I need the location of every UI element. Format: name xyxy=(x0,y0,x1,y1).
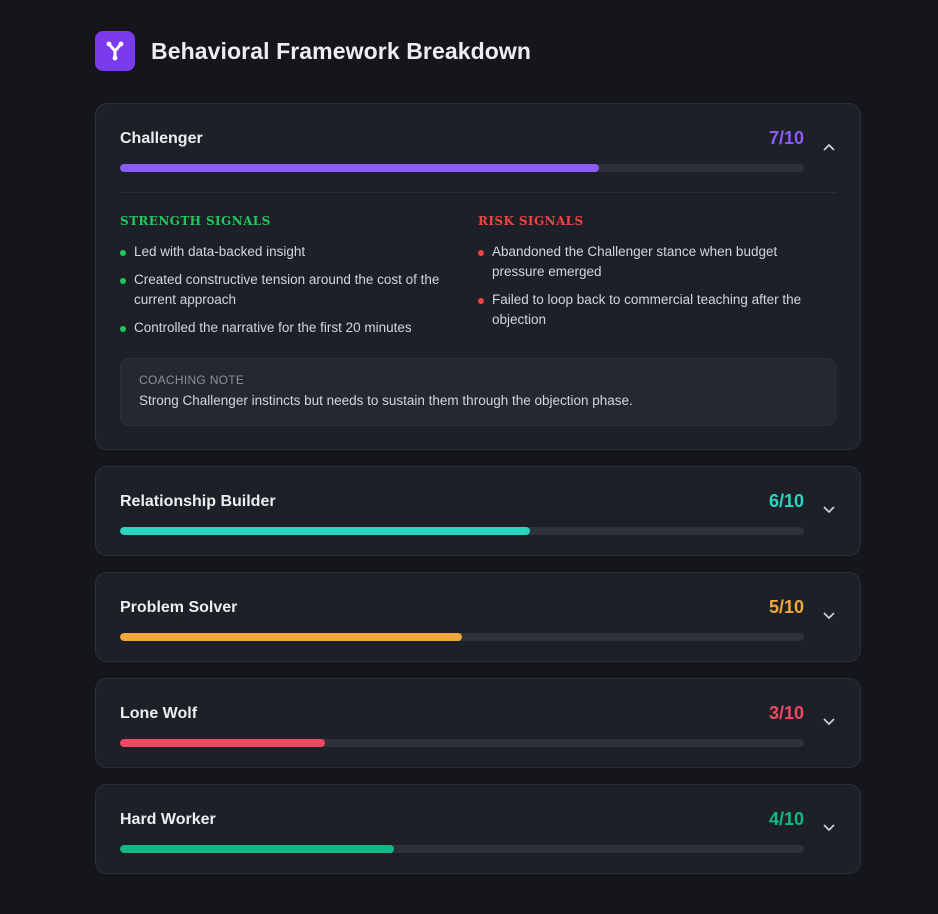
risk-item: Abandoned the Challenger stance when bud… xyxy=(478,242,836,282)
bullet-dot xyxy=(120,250,126,256)
framework-score: 6/10 xyxy=(768,491,804,511)
score-bar-track xyxy=(120,633,804,641)
divider xyxy=(120,192,836,193)
score-bar-fill xyxy=(120,739,326,747)
score-bar-track xyxy=(120,739,804,747)
bullet-dot xyxy=(120,278,126,284)
bullet-dot xyxy=(478,250,484,256)
strength-heading: STRENGTH SIGNALS xyxy=(120,214,271,228)
chevron-down-icon[interactable] xyxy=(822,503,836,517)
framework-name: Relationship Builder xyxy=(120,493,276,510)
strength-item: Controlled the narrative for the first 2… xyxy=(120,318,478,338)
strength-item: Created constructive tension around the … xyxy=(120,270,478,310)
risk-signals: RISK SIGNALS Abandoned the Challenger st… xyxy=(478,212,836,346)
coaching-note-text: Strong Challenger instincts but needs to… xyxy=(139,393,633,408)
framework-name: Problem Solver xyxy=(120,599,238,616)
strength-signals: STRENGTH SIGNALS Led with data-backed in… xyxy=(120,212,478,346)
framework-score: 5/10 xyxy=(768,597,804,617)
chevron-up-icon[interactable] xyxy=(822,140,836,154)
framework-header[interactable]: Hard Worker 4/10 xyxy=(120,785,836,873)
score-bar-track xyxy=(120,845,804,853)
score-bar-track xyxy=(120,164,804,172)
framework-score: 7/10 xyxy=(768,128,804,148)
score-bar-track xyxy=(120,527,804,535)
score-bar-fill xyxy=(120,164,599,172)
score-bar-fill xyxy=(120,845,394,853)
bullet-dot xyxy=(120,326,126,332)
signals-section: STRENGTH SIGNALS Led with data-backed in… xyxy=(120,212,836,346)
page-header: Behavioral Framework Breakdown xyxy=(95,31,531,71)
framework-header[interactable]: Lone Wolf 3/10 xyxy=(120,679,836,767)
framework-header[interactable]: Problem Solver 5/10 xyxy=(120,573,836,661)
strength-item: Led with data-backed insight xyxy=(120,242,478,262)
chevron-down-icon[interactable] xyxy=(822,821,836,835)
page-title: Behavioral Framework Breakdown xyxy=(151,37,532,64)
risk-heading: RISK SIGNALS xyxy=(478,214,584,228)
framework-score: 3/10 xyxy=(768,703,804,723)
score-bar-fill xyxy=(120,527,531,535)
chevron-down-icon[interactable] xyxy=(822,609,836,623)
fork-icon xyxy=(95,31,135,71)
framework-card-hard-worker: Hard Worker 4/10 xyxy=(95,784,861,874)
framework-card-problem-solver: Problem Solver 5/10 xyxy=(95,572,861,662)
framework-card-lone-wolf: Lone Wolf 3/10 xyxy=(95,678,861,768)
framework-card-relationship-builder: Relationship Builder 6/10 xyxy=(95,466,861,556)
coaching-note: COACHING NOTE Strong Challenger instinct… xyxy=(120,358,836,426)
bullet-dot xyxy=(478,298,484,304)
framework-header[interactable]: Relationship Builder 6/10 xyxy=(120,467,836,555)
framework-header[interactable]: Challenger 7/10 xyxy=(120,104,836,192)
framework-card-challenger: Challenger 7/10 STRENGTH SIGNALS Led wit… xyxy=(95,103,861,450)
framework-name: Lone Wolf xyxy=(120,705,198,722)
risk-item: Failed to loop back to commercial teachi… xyxy=(478,290,836,330)
framework-score: 4/10 xyxy=(768,809,804,829)
framework-name: Hard Worker xyxy=(120,811,216,828)
framework-name: Challenger xyxy=(120,130,203,147)
chevron-down-icon[interactable] xyxy=(822,715,836,729)
coaching-note-label: COACHING NOTE xyxy=(139,373,245,387)
score-bar-fill xyxy=(120,633,462,641)
